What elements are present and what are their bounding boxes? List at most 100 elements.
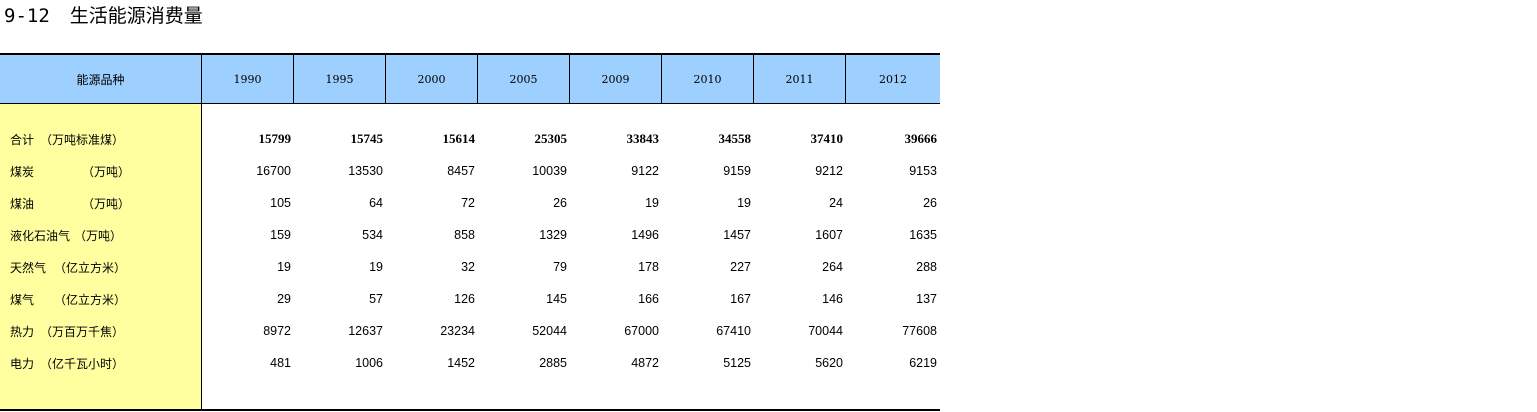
header-year: 2011 (754, 55, 846, 103)
cell-value: 5620 (815, 356, 843, 370)
cell-value: 159 (270, 228, 291, 242)
cell-value: 64 (369, 196, 383, 210)
cell-value: 1635 (909, 228, 937, 242)
energy-unit: （万百万千焦） (40, 324, 125, 339)
cell-value: 25305 (534, 131, 568, 146)
energy-name: 天然气 (10, 260, 47, 275)
row-label: 液化石油气 （万吨） (0, 227, 202, 244)
row-label: 煤炭 （万吨） (0, 163, 202, 180)
energy-unit: （亿立方米） (54, 260, 127, 275)
energy-name: 热力 (10, 324, 35, 339)
table-number: 9-12 (4, 5, 50, 27)
cell-value: 288 (916, 260, 937, 274)
cell-value: 37410 (810, 131, 844, 146)
cell-value: 534 (362, 228, 383, 242)
cell-value: 26 (923, 196, 937, 210)
cell-value: 9122 (631, 164, 659, 178)
cell-value: 33843 (626, 131, 660, 146)
cell-value: 13530 (348, 164, 383, 178)
header-year: 2010 (662, 55, 754, 103)
cell-value: 105 (270, 196, 291, 210)
table-row: 合计 （万吨标准煤） 15799 15745 15614 25305 33843 … (0, 123, 940, 155)
cell-value: 32 (461, 260, 475, 274)
cell-value: 1452 (447, 356, 475, 370)
cell-value: 12637 (348, 324, 383, 338)
cell-value: 8972 (263, 324, 291, 338)
cell-value: 29 (277, 292, 291, 306)
cell-value: 57 (369, 292, 383, 306)
header-year: 2005 (478, 55, 570, 103)
cell-value: 481 (270, 356, 291, 370)
cell-value: 137 (916, 292, 937, 306)
cell-value: 10039 (532, 164, 567, 178)
cell-value: 26 (553, 196, 567, 210)
cell-value: 1006 (355, 356, 383, 370)
cell-value: 70044 (808, 324, 843, 338)
cell-value: 9153 (909, 164, 937, 178)
cell-value: 19 (645, 196, 659, 210)
cell-value: 166 (638, 292, 659, 306)
cell-value: 15799 (258, 131, 292, 146)
table-bottom-rule (0, 409, 940, 411)
energy-unit: （万吨标准煤） (40, 132, 125, 147)
table-body: 合计 （万吨标准煤） 15799 15745 15614 25305 33843 … (0, 104, 940, 410)
cell-value: 1496 (631, 228, 659, 242)
cell-value: 2885 (539, 356, 567, 370)
energy-unit: （万吨） (82, 196, 131, 211)
cell-value: 19 (737, 196, 751, 210)
table-row: 电力 （亿千瓦小时） 481 1006 1452 2885 4872 5125 5… (0, 347, 940, 379)
header-row: 能源品种 1990 1995 2000 2005 2009 2010 2011 … (0, 55, 940, 104)
cell-value: 9212 (815, 164, 843, 178)
cell-value: 39666 (904, 131, 938, 146)
cell-value: 146 (822, 292, 843, 306)
energy-unit: （亿千瓦小时） (40, 356, 125, 371)
cell-value: 227 (730, 260, 751, 274)
cell-value: 19 (369, 260, 383, 274)
cell-value: 1457 (723, 228, 751, 242)
cell-value: 178 (638, 260, 659, 274)
cell-value: 1607 (815, 228, 843, 242)
cell-value: 9159 (723, 164, 751, 178)
energy-name: 合计 (10, 132, 35, 147)
table-row: 液化石油气 （万吨） 159 534 858 1329 1496 1457 160… (0, 219, 940, 251)
cell-value: 52044 (532, 324, 567, 338)
row-label: 煤气 （亿立方米） (0, 291, 202, 308)
header-year: 2012 (879, 72, 907, 86)
cell-value: 24 (829, 196, 843, 210)
table-row: 煤气 （亿立方米） 29 57 126 145 166 167 146 137 (0, 283, 940, 315)
cell-value: 4872 (631, 356, 659, 370)
cell-value: 1329 (539, 228, 567, 242)
cell-value: 6219 (909, 356, 937, 370)
label-column-bg (0, 104, 202, 410)
cell-value: 77608 (902, 324, 937, 338)
row-label: 天然气 （亿立方米） (0, 259, 202, 276)
cell-value: 15614 (442, 131, 476, 146)
energy-name: 液化石油气 (10, 228, 71, 243)
cell-value: 16700 (256, 164, 291, 178)
energy-name: 煤油 (10, 196, 35, 211)
table-row: 煤炭 （万吨） 16700 13530 8457 10039 9122 9159 … (0, 155, 940, 187)
table-top-rule (0, 53, 940, 55)
row-label: 煤油 （万吨） (0, 195, 202, 212)
energy-name: 煤气 (10, 292, 35, 307)
table-row: 煤油 （万吨） 105 64 72 26 19 19 24 26 (0, 187, 940, 219)
table-row: 热力 （万百万千焦） 8972 12637 23234 52044 67000 6… (0, 315, 940, 347)
row-label: 合计 （万吨标准煤） (0, 131, 202, 148)
energy-unit: （万吨） (82, 164, 131, 179)
header-year: 1995 (294, 55, 386, 103)
energy-unit: （万吨） (74, 228, 123, 243)
header-year: 2009 (570, 55, 662, 103)
table-row: 天然气 （亿立方米） 19 19 32 79 178 227 264 288 (0, 251, 940, 283)
energy-table: 能源品种 1990 1995 2000 2005 2009 2010 2011 … (0, 53, 940, 411)
energy-unit: （亿立方米） (54, 292, 127, 307)
cell-value: 15745 (350, 131, 384, 146)
cell-value: 167 (730, 292, 751, 306)
energy-name: 电力 (10, 356, 35, 371)
header-energy-type: 能源品种 (0, 55, 202, 103)
cell-value: 67000 (624, 324, 659, 338)
cell-value: 23234 (440, 324, 475, 338)
cell-value: 145 (546, 292, 567, 306)
cell-value: 5125 (723, 356, 751, 370)
cell-value: 67410 (716, 324, 751, 338)
table-title: 生活能源消费量 (69, 5, 203, 27)
